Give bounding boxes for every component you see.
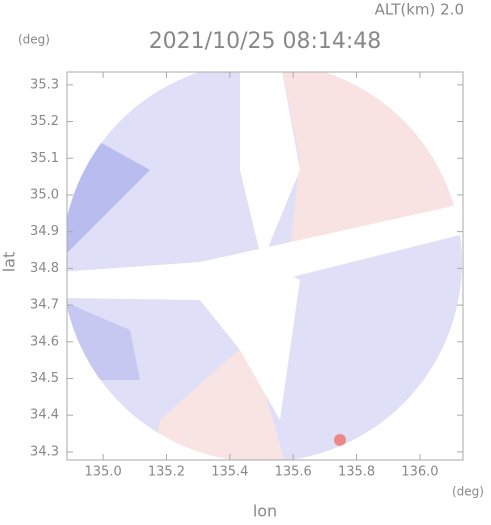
y-unit: (deg) [18,33,50,47]
x-tick-label: 135.4 [211,465,248,480]
y-tick-label: 35.2 [30,114,59,129]
y-tick-label: 35.1 [30,151,59,166]
y-tick-label: 34.5 [30,371,59,386]
x-axis-label: lon [253,502,277,521]
chart-title: 2021/10/25 08:14:48 [149,29,382,54]
subtitle: ALT(km) 2.0 [375,1,464,19]
y-tick-label: 34.6 [30,334,59,349]
y-tick-label: 34.3 [30,444,59,459]
y-tick-label: 34.8 [30,261,59,276]
y-tick-label: 34.7 [30,298,59,313]
x-unit: (deg) [452,485,484,499]
radar-field [67,72,462,460]
x-tick-label: 135.8 [338,465,375,480]
x-tick-label: 135.2 [148,465,185,480]
y-axis-label: lat [0,252,19,273]
y-tick-label: 35.3 [30,77,59,92]
x-tick-label: 135.0 [85,465,122,480]
y-tick-label: 34.9 [30,224,59,239]
plot-frame [66,71,464,461]
x-tick-label: 135.6 [275,465,312,480]
y-tick-label: 35.0 [30,187,59,202]
y-tick-label: 34.4 [30,408,59,423]
x-tick-label: 136.0 [401,465,438,480]
